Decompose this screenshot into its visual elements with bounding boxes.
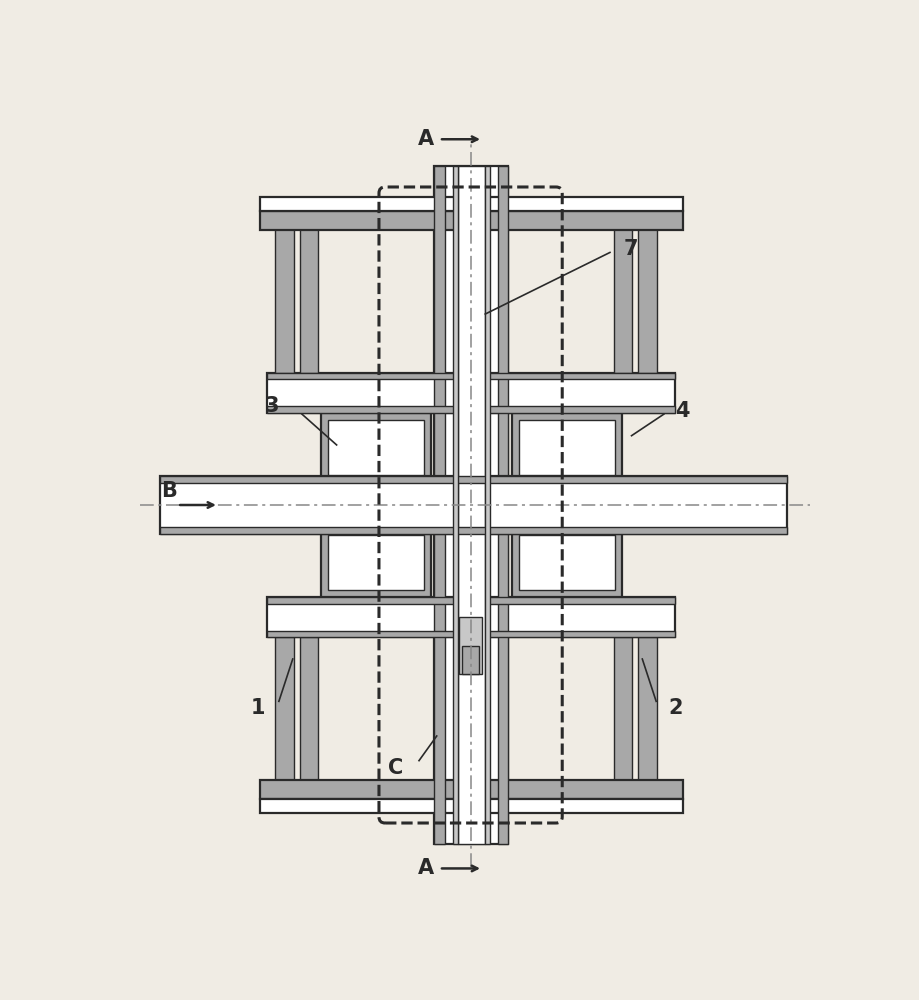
Bar (519, 535, 615, 590)
Bar (460, 617, 482, 674)
Bar (639, 637, 657, 788)
Bar (512, 413, 621, 482)
Text: 7: 7 (624, 239, 639, 259)
Text: 4: 4 (675, 401, 690, 421)
Text: C: C (389, 758, 403, 778)
Bar (435, 166, 508, 844)
Bar (512, 528, 621, 597)
Bar (260, 197, 683, 211)
Bar (260, 780, 683, 799)
Bar (267, 406, 675, 413)
Bar (458, 166, 485, 844)
Text: A: A (418, 858, 435, 878)
Bar (275, 222, 293, 373)
Text: 1: 1 (251, 698, 265, 718)
Bar (267, 631, 675, 637)
Bar (497, 166, 508, 844)
Bar (260, 211, 683, 230)
Bar (160, 527, 787, 534)
Bar (328, 535, 424, 590)
Bar (639, 222, 657, 373)
Bar (614, 637, 632, 788)
Bar (160, 476, 787, 534)
Bar (267, 597, 675, 637)
Bar (614, 222, 632, 373)
Text: 3: 3 (265, 396, 278, 416)
Bar (300, 637, 318, 788)
Bar (267, 373, 675, 379)
Bar (267, 373, 675, 413)
Text: 2: 2 (668, 698, 683, 718)
Bar (275, 637, 293, 788)
Bar (322, 413, 431, 482)
Bar (462, 646, 479, 674)
Bar (328, 420, 424, 475)
Bar (519, 420, 615, 475)
Bar (267, 597, 675, 604)
Bar (435, 166, 445, 844)
Bar (260, 799, 683, 813)
Bar (485, 166, 490, 844)
Text: B: B (162, 481, 177, 501)
Text: A: A (418, 129, 435, 149)
Bar (160, 476, 787, 483)
Bar (453, 166, 458, 844)
Bar (322, 528, 431, 597)
Bar (300, 222, 318, 373)
